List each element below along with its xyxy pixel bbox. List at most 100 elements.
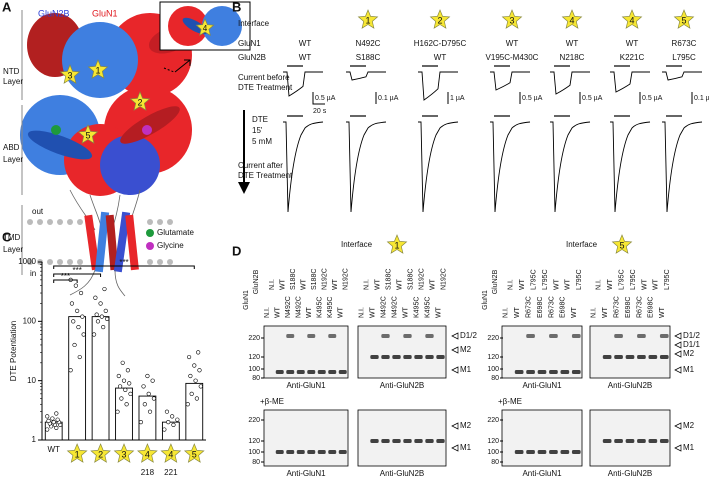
band	[625, 439, 635, 443]
band	[403, 355, 412, 359]
band	[560, 370, 570, 374]
band	[328, 450, 337, 454]
band-label: M1	[460, 365, 472, 374]
data-point	[171, 422, 176, 427]
star-number: 4	[569, 15, 574, 25]
trace-after	[418, 121, 459, 213]
interface-header: Interface	[566, 240, 598, 249]
data-point	[147, 409, 153, 414]
structure-art	[20, 1, 251, 297]
data-point	[123, 387, 128, 392]
band	[370, 439, 379, 443]
data-point	[188, 373, 193, 379]
layer-label: Layer	[3, 77, 23, 86]
band	[286, 450, 295, 454]
band-label: M2	[460, 345, 472, 354]
panel-label: D	[232, 243, 241, 258]
row-label: GluN2B	[238, 53, 266, 62]
star-number: 3	[67, 70, 72, 80]
row-header: GluN2B	[253, 269, 260, 294]
interface-header: Interface	[238, 19, 270, 28]
band	[571, 370, 581, 374]
gluN2b-variant: S188C	[356, 53, 381, 62]
data-point	[119, 396, 124, 401]
data-point	[98, 301, 103, 306]
band	[328, 334, 337, 338]
row-label: GluN1	[238, 39, 261, 48]
band	[307, 334, 316, 338]
interface-star	[195, 18, 215, 37]
lane-label: L795C	[530, 269, 537, 290]
blot	[501, 325, 583, 379]
band	[286, 370, 295, 374]
mw-marker: 80	[491, 375, 499, 382]
mw-marker: 100	[248, 449, 260, 456]
band	[381, 439, 390, 443]
scale-label: 0.1 µA	[378, 95, 399, 102]
interface-star	[561, 9, 583, 29]
interface-star	[429, 9, 451, 29]
band	[414, 439, 423, 443]
mw-marker: 100	[487, 366, 499, 373]
data-point	[50, 416, 55, 421]
gluN1-variant: WT	[566, 39, 579, 48]
interface-star	[357, 9, 379, 29]
lane-label: K495C	[317, 297, 324, 318]
star-number: 5	[85, 130, 90, 140]
after-label: DTE Treatment	[238, 171, 293, 180]
lane-label: S188C	[385, 269, 392, 290]
antibody-label: Anti-GluN1	[286, 469, 326, 478]
mw-marker: 120	[248, 438, 260, 445]
data-point	[104, 316, 110, 321]
band-label: D1/2	[460, 331, 477, 340]
data-point	[186, 354, 192, 360]
band	[648, 439, 658, 443]
lane-label: WT	[571, 306, 578, 318]
interface-star	[59, 64, 81, 84]
bar	[138, 395, 157, 441]
band	[637, 439, 646, 443]
data-point	[68, 368, 73, 373]
band-pointer	[674, 341, 682, 349]
data-point	[75, 308, 80, 313]
lane-label: WT	[607, 278, 614, 290]
scale-bar	[312, 92, 325, 105]
gluN2b-variant: K221C	[620, 53, 645, 62]
band	[549, 450, 558, 454]
band	[514, 370, 524, 374]
gluN2b-variant: N218C	[560, 53, 585, 62]
lane-label: WT	[306, 306, 313, 318]
mw-marker: 80	[252, 375, 260, 382]
lane-label: N192C	[418, 268, 425, 290]
blot	[589, 325, 671, 379]
mw-marker: 220	[487, 335, 499, 342]
interface-star	[183, 443, 205, 463]
interface-star	[137, 443, 158, 463]
after-label: Current after	[238, 161, 283, 170]
lane-label: N192C	[440, 268, 447, 290]
data-point	[138, 420, 144, 425]
interface-star	[386, 234, 408, 254]
y-axis-label: DTE Potentiation	[9, 321, 18, 381]
significance-label: ***	[61, 272, 70, 281]
star-number: 4	[203, 24, 208, 33]
data-point	[80, 314, 85, 319]
lane-label: WT	[396, 278, 403, 290]
band	[381, 355, 390, 359]
interface-star	[621, 9, 643, 29]
interface-star	[87, 59, 109, 79]
data-point	[54, 411, 59, 416]
data-point	[164, 409, 170, 414]
band	[275, 370, 284, 374]
data-point	[162, 427, 167, 432]
significance-bracket	[53, 279, 78, 283]
lane-label: L795C	[664, 269, 671, 290]
gluN2b-variant: WT	[434, 53, 447, 62]
data-point	[101, 324, 106, 330]
data-point	[94, 312, 99, 317]
data-point	[76, 324, 81, 330]
band	[659, 439, 669, 443]
gluN1-variant: H162C-D795C	[414, 39, 467, 48]
data-point	[146, 391, 151, 396]
